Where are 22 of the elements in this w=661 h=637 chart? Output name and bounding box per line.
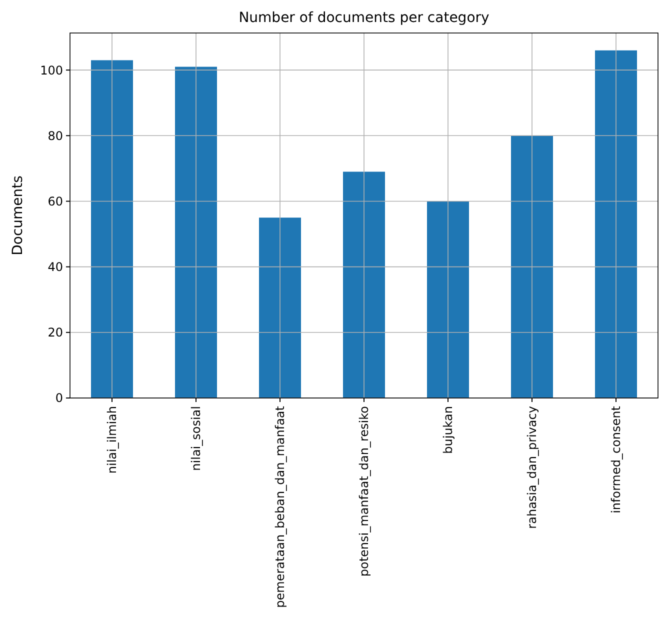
bar xyxy=(259,218,301,398)
bar xyxy=(343,172,385,398)
x-tick-label: nilai_sosial xyxy=(189,406,204,471)
bar xyxy=(595,50,637,398)
x-tick-label: potensi_manfaat_dan_resiko xyxy=(357,406,372,577)
y-axis-title: Documents xyxy=(10,176,26,256)
y-tick-label: 40 xyxy=(48,260,63,274)
bar xyxy=(511,136,553,398)
bar xyxy=(427,201,469,398)
y-tick-label: 20 xyxy=(48,326,63,340)
y-tick-label: 80 xyxy=(48,128,63,143)
x-tick-label: bujukan xyxy=(441,406,456,454)
chart-title: Number of documents per category xyxy=(238,10,490,26)
y-tick-label: 0 xyxy=(55,391,63,406)
x-tick-label: informed_consent xyxy=(609,406,624,514)
x-tick-label: rahasia_dan_privacy xyxy=(525,406,540,529)
bar xyxy=(91,60,133,398)
y-tick-label: 60 xyxy=(48,194,63,208)
y-tick-label: 100 xyxy=(40,63,63,78)
bar xyxy=(175,66,217,398)
x-tick-label: nilai_ilmiah xyxy=(105,406,120,474)
x-tick-label: pemerataan_beban_dan_manfaat xyxy=(273,406,288,608)
